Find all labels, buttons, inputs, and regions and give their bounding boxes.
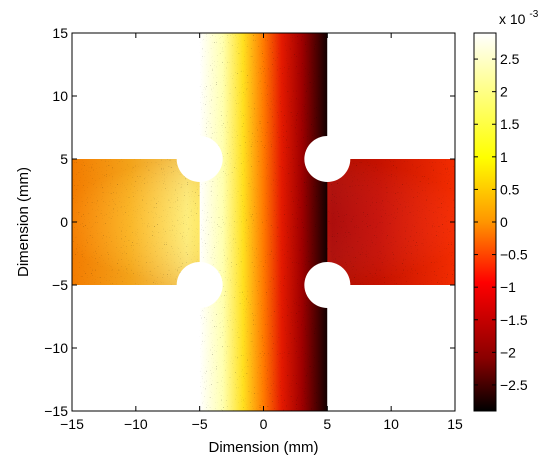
corner-blank-2 bbox=[72, 285, 200, 411]
notch-2 bbox=[176, 262, 223, 308]
x-tick-label: 10 bbox=[383, 416, 399, 432]
colorbar-exponent: x 10 -3 bbox=[499, 9, 539, 27]
notch-1 bbox=[304, 136, 351, 182]
colorbar-tick-label: 2.5 bbox=[500, 51, 520, 67]
colorbar-ticks: 2.5 2 1.5 1 0.5 0 −0.5 −1 −1.5 −2 −2.5 bbox=[474, 51, 528, 393]
corner-blank-3 bbox=[327, 285, 455, 411]
colorbar: 2.5 2 1.5 1 0.5 0 −0.5 −1 −1.5 −2 −2.5 x 10 -3 bbox=[473, 9, 539, 412]
notch-0 bbox=[176, 136, 223, 182]
y-tick-label: −10 bbox=[44, 340, 68, 356]
notch-3 bbox=[304, 262, 351, 308]
y-axis-ticks: −15 −10 −5 0 5 10 15 bbox=[44, 25, 455, 419]
colorbar-tick-label: 0 bbox=[500, 214, 508, 230]
y-tick-label: 0 bbox=[60, 214, 68, 230]
y-tick-label: 10 bbox=[52, 88, 68, 104]
colorbar-tick-label: −0.5 bbox=[500, 247, 528, 263]
colorbar-tick-label: −1 bbox=[500, 279, 516, 295]
y-tick-label: 15 bbox=[52, 25, 68, 41]
x-axis-label: Dimension (mm) bbox=[208, 439, 318, 456]
x-tick-label: 0 bbox=[260, 416, 268, 432]
colorbar-tick-label: 1.5 bbox=[500, 116, 520, 132]
plot-area bbox=[72, 33, 455, 411]
y-tick-label: −5 bbox=[52, 277, 68, 293]
colorbar-tick-label: 1 bbox=[500, 149, 508, 165]
colorbar-tick-label: 0.5 bbox=[500, 181, 520, 197]
x-tick-label: −15 bbox=[60, 416, 84, 432]
y-tick-label: −15 bbox=[44, 403, 68, 419]
y-axis-label: Dimension (mm) bbox=[15, 167, 32, 277]
x-tick-label: 5 bbox=[323, 416, 331, 432]
x-tick-label: −10 bbox=[124, 416, 148, 432]
cruciform-specimen bbox=[72, 33, 455, 411]
corner-blank-0 bbox=[72, 33, 200, 159]
colorbar-tick-label: −1.5 bbox=[500, 312, 528, 328]
colorbar-tick-label: −2 bbox=[500, 344, 516, 360]
y-tick-label: 5 bbox=[60, 151, 68, 167]
corner-blank-1 bbox=[327, 33, 455, 159]
x-tick-label: −5 bbox=[192, 416, 208, 432]
x-axis-ticks: −15 −10 −5 0 5 10 15 bbox=[60, 33, 463, 432]
x-tick-label: 15 bbox=[447, 416, 463, 432]
colorbar-tick-label: 2 bbox=[500, 84, 508, 100]
colorbar-tick-label: −2.5 bbox=[500, 377, 528, 393]
